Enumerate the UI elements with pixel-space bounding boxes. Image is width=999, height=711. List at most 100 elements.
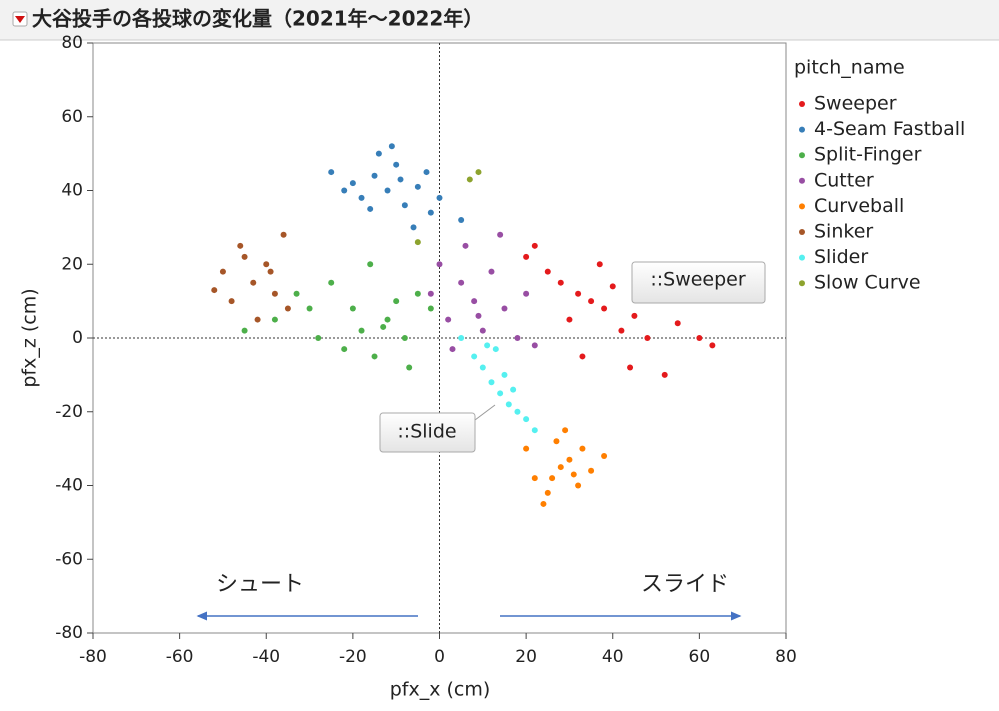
point [306, 305, 313, 312]
point [479, 327, 486, 334]
title-bar [0, 0, 999, 40]
point [458, 217, 465, 223]
point [514, 335, 521, 341]
point [531, 242, 538, 249]
point [466, 176, 473, 183]
x-axis-title: pfx_x (cm) [390, 679, 491, 701]
point [315, 335, 322, 341]
legend-marker [799, 126, 805, 133]
point [544, 489, 551, 496]
y-tick-label: 40 [61, 181, 83, 201]
point [557, 279, 564, 286]
point [462, 242, 469, 249]
x-tick-label: -20 [339, 647, 367, 667]
point [523, 253, 530, 260]
point [531, 475, 538, 482]
x-tick-label: 20 [515, 647, 537, 667]
point [384, 187, 391, 194]
point [631, 312, 638, 319]
point [228, 298, 235, 305]
y-axis-title: pfx_z (cm) [19, 288, 41, 387]
point [237, 242, 244, 249]
x-tick-label: 60 [689, 647, 711, 667]
legend-label: Slow Curve [814, 272, 921, 294]
point [423, 169, 430, 176]
point [557, 464, 564, 471]
point [661, 371, 668, 378]
point [458, 279, 465, 286]
y-tick-label: 20 [61, 254, 83, 274]
point [414, 183, 421, 190]
x-tick-label: -60 [166, 647, 194, 667]
y-tick-label: -80 [55, 623, 83, 643]
point [575, 482, 582, 489]
point [618, 327, 625, 334]
point [293, 290, 300, 297]
point [579, 445, 586, 452]
point [254, 316, 261, 323]
point [540, 500, 547, 507]
point [219, 268, 226, 275]
point [505, 401, 512, 408]
legend-label: Sinker [814, 221, 873, 243]
point [211, 287, 218, 294]
point [523, 290, 530, 297]
point [488, 268, 495, 275]
x-tick-label: 80 [775, 647, 797, 667]
point [471, 353, 478, 360]
point [588, 467, 595, 474]
legend-marker [799, 254, 805, 261]
point [427, 290, 434, 297]
legend-marker [799, 203, 805, 210]
legend-marker [799, 177, 805, 184]
point-label-box [631, 261, 766, 304]
point [371, 353, 378, 360]
point-label: ::Slide [397, 421, 456, 443]
point [514, 408, 521, 415]
point [553, 438, 560, 445]
point [328, 169, 335, 176]
y-tick-label: 0 [72, 328, 83, 348]
chart-title: 大谷投手の各投球の変化量（2021年～2022年） [32, 7, 483, 31]
y-tick-label: -20 [55, 402, 83, 422]
point [250, 279, 257, 286]
legend-title: pitch_name [794, 57, 905, 79]
y-tick-label: 60 [61, 107, 83, 127]
point [479, 364, 486, 371]
point [367, 261, 374, 268]
point [475, 312, 482, 319]
point [531, 342, 538, 349]
point [445, 316, 452, 323]
y-tick-label: 80 [61, 33, 83, 53]
legend-marker [799, 280, 805, 287]
point [406, 364, 413, 371]
point [375, 150, 382, 157]
point [566, 456, 573, 463]
legend-label: Slider [814, 246, 868, 268]
point [531, 427, 538, 434]
point [267, 268, 274, 275]
point [549, 475, 556, 482]
point [393, 161, 400, 168]
legend-label: Split-Finger [814, 144, 922, 166]
point [497, 390, 504, 397]
point [674, 320, 681, 327]
x-tick-label: -80 [79, 647, 107, 667]
point [401, 202, 408, 209]
point [579, 353, 586, 360]
point [384, 316, 391, 323]
point [436, 261, 443, 268]
point [696, 335, 703, 341]
point [427, 209, 434, 216]
point [367, 205, 374, 212]
legend-label: Curveball [814, 195, 904, 217]
point-label-box [379, 412, 476, 453]
x-tick-label: -40 [252, 647, 280, 667]
point [544, 268, 551, 275]
legend-marker [799, 101, 805, 107]
point [427, 305, 434, 312]
legend-label: 4-Seam Fastball [814, 118, 965, 140]
legend-label: Cutter [814, 169, 874, 191]
point [570, 471, 577, 478]
